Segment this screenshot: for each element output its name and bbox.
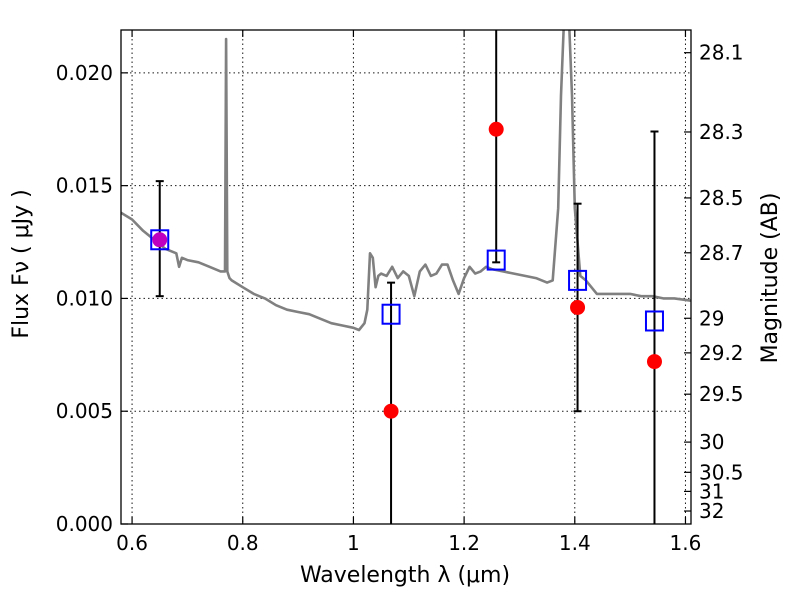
x-axis-title: Wavelength λ (μm) xyxy=(300,563,510,588)
x-tick-label: 0.6 xyxy=(116,531,148,555)
y2-tick-label: 30 xyxy=(699,430,724,454)
observed-point xyxy=(383,403,399,419)
y2-tick-label: 29.2 xyxy=(699,341,744,365)
observed-point xyxy=(646,354,662,370)
y2-tick-label: 29 xyxy=(699,306,724,330)
y-tick-label: 0.020 xyxy=(56,61,113,85)
model-photometry-square xyxy=(486,249,506,271)
y2-tick-label: 28.7 xyxy=(699,241,744,265)
x-tick-label: 0.8 xyxy=(227,531,259,555)
y2-tick-label: 30.5 xyxy=(699,460,744,484)
y-tick-label: 0.000 xyxy=(56,512,113,536)
axis-ticks xyxy=(121,30,691,525)
y-tick-label: 0.010 xyxy=(56,286,113,310)
observed-point xyxy=(152,232,168,248)
y2-tick-label: 32 xyxy=(699,499,724,523)
observed-point xyxy=(488,121,504,137)
x-tick-label: 1.2 xyxy=(448,531,480,555)
y2-tick-label: 28.3 xyxy=(699,120,744,144)
observed-point xyxy=(570,299,586,315)
y2-axis-title: Magnitude (AB) xyxy=(758,193,783,364)
grid-lines xyxy=(121,30,691,525)
x-tick-label: 1.4 xyxy=(559,531,591,555)
y-axis-title: Flux Fν ( μJy ) xyxy=(9,189,34,338)
model-photometry-square xyxy=(381,303,401,325)
model-spectrum-line xyxy=(121,30,691,332)
observed-photometry-points xyxy=(152,121,662,419)
y2-tick-label: 29.5 xyxy=(699,382,744,406)
y-tick-label: 0.005 xyxy=(56,399,113,423)
y2-tick-label: 28.5 xyxy=(699,186,744,210)
y2-tick-label: 28.1 xyxy=(699,41,744,65)
model-photometry-squares xyxy=(150,229,664,332)
model-photometry-square xyxy=(644,310,664,332)
plot-area xyxy=(121,30,691,524)
plot-frame xyxy=(120,29,692,525)
y-tick-label: 0.015 xyxy=(56,174,113,198)
y2-tick-label: 31 xyxy=(699,479,724,503)
x-tick-label: 1 xyxy=(347,531,360,555)
x-tick-label: 1.6 xyxy=(670,531,702,555)
model-photometry-square xyxy=(150,229,170,251)
model-photometry-square xyxy=(568,269,588,291)
